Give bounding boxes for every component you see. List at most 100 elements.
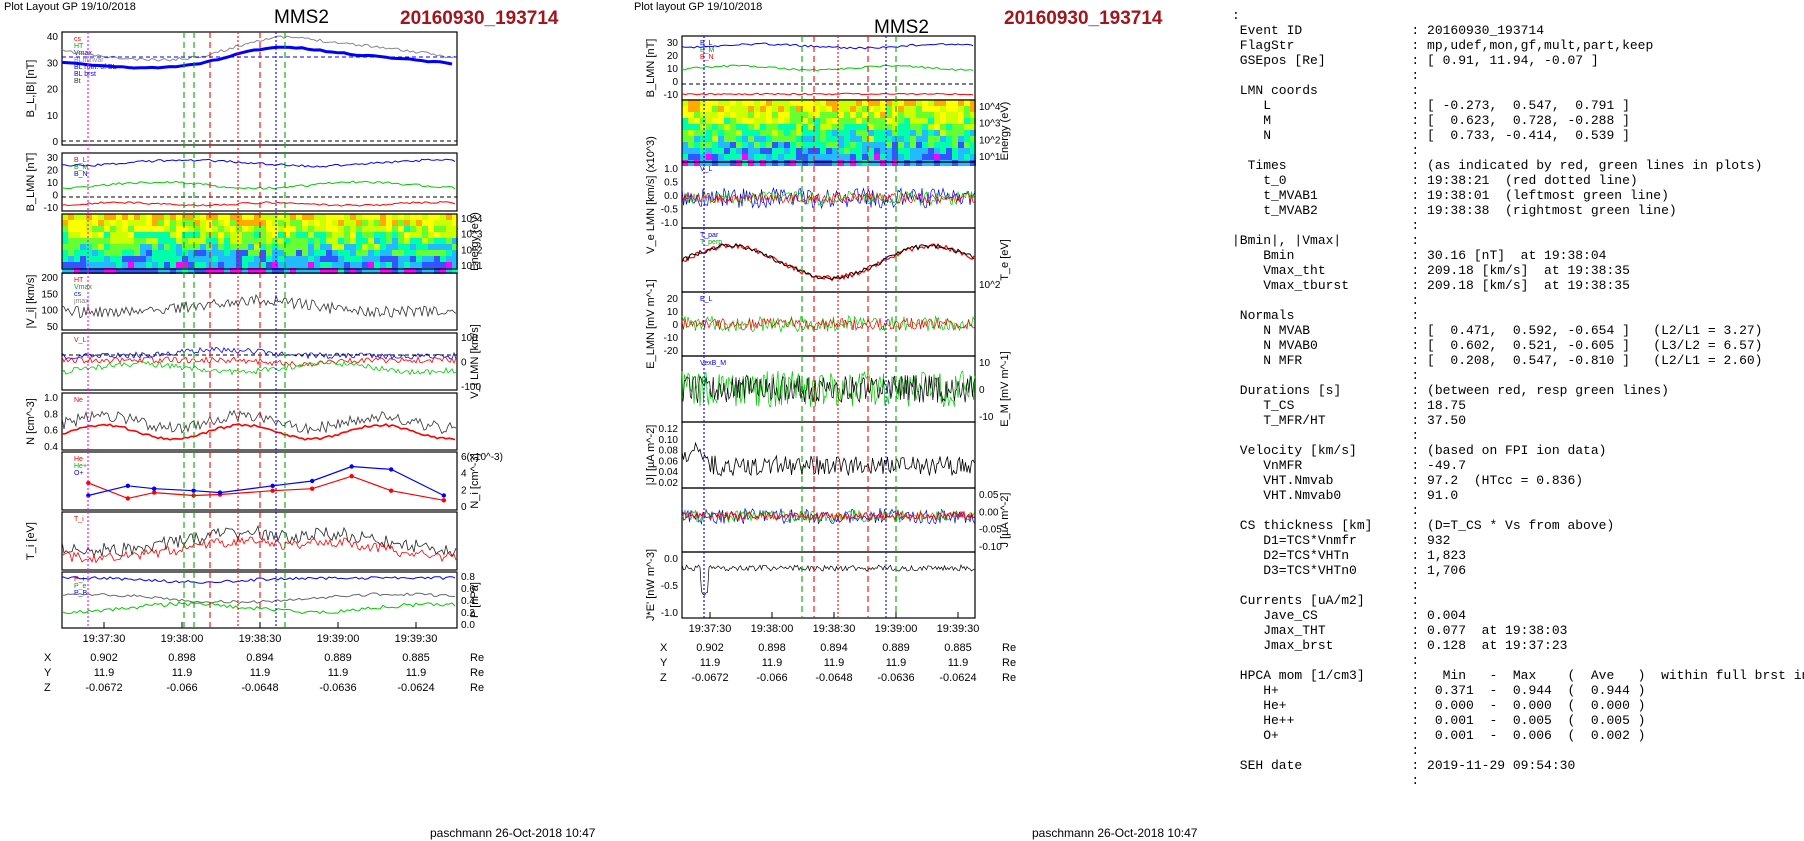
y-tick-label: -10	[664, 90, 679, 101]
y-axis-label: |V_i| [km/s]	[25, 274, 37, 328]
legend-entry: Bt	[74, 78, 81, 85]
y-axis-label-right: J [µA m^-2]	[999, 493, 1011, 548]
position-row-label: Z	[660, 672, 667, 684]
y-axis-label: |J| [µA m^-2]	[645, 425, 657, 486]
position-unit: Re	[470, 667, 484, 679]
position-value: -0.0648	[815, 672, 852, 684]
position-row-label: Y	[44, 667, 52, 679]
data-point	[388, 488, 394, 493]
y-tick-label: 0.04	[659, 467, 679, 478]
y-tick-label: 10^2	[979, 280, 1001, 291]
x-tick-label: 19:38:00	[751, 623, 794, 635]
series-ti-perp	[61, 535, 457, 564]
legend-entry: P_i	[74, 576, 85, 583]
y-tick-label: 10	[47, 111, 59, 122]
series-ven	[681, 192, 975, 204]
series-ti-par	[61, 524, 457, 558]
y-axis-label: B_L,|B| [nT]	[25, 60, 37, 118]
subpanel-frame	[681, 227, 976, 293]
data-point	[151, 486, 157, 491]
y-axis-label: B_LMN [nT]	[25, 153, 37, 212]
y-axis-label-right: E_M [mV m^-1]	[999, 351, 1011, 426]
series-jmag	[681, 441, 975, 477]
data-point	[349, 473, 354, 479]
data-point	[86, 493, 91, 498]
legend-entry: T_perp	[700, 239, 722, 246]
legend-entry: Ne	[74, 397, 83, 404]
y-tick-label: 10^1	[461, 261, 483, 272]
left-header: Plot Layout GP 19/10/2018	[4, 1, 136, 13]
position-value: 0.885	[944, 642, 972, 654]
x-tick-label: 19:39:30	[395, 633, 438, 645]
legend-entry: V_L	[74, 337, 87, 344]
y-tick-label: 1.0	[44, 393, 58, 404]
legend-entry: B_L	[700, 40, 713, 47]
legend-entry: Vmax	[74, 284, 92, 291]
left-footer: paschmann 26-Oct-2018 10:47	[430, 826, 596, 840]
position-value: 11.9	[94, 667, 115, 679]
legend-entry: B_M	[700, 47, 715, 54]
position-row-label: Z	[44, 682, 51, 694]
y-tick-label: 1.0	[664, 164, 678, 175]
position-row-label: Y	[660, 657, 668, 669]
y-axis-label-right: Energy (eV)	[469, 212, 481, 271]
legend-entry: BLminvar	[74, 57, 104, 64]
position-value: 11.9	[406, 667, 427, 679]
position-value: -0.0624	[397, 682, 434, 694]
y-tick-label: -10	[44, 203, 59, 214]
legend-entry: B_N	[74, 171, 88, 178]
data-point	[309, 486, 315, 491]
data-point	[441, 498, 447, 503]
data-point	[125, 483, 131, 489]
series-bl	[681, 42, 974, 50]
y-tick-label: 10^4	[461, 214, 483, 225]
series-em-meas	[681, 374, 976, 403]
x-tick-label: 19:38:00	[161, 633, 204, 645]
y-tick-label: 100	[461, 333, 478, 344]
y-tick-label: 0	[461, 358, 467, 369]
left-event-id: 20160930_193714	[400, 8, 559, 29]
y-tick-label: 0.02	[659, 478, 679, 489]
series-vi	[61, 293, 457, 319]
right-footer: paschmann 26-Oct-2018 10:47	[1032, 826, 1198, 840]
series-pt	[61, 576, 456, 584]
y-tick-label: 10^1	[979, 152, 1001, 163]
y-axis-label: E_LMN [mV m^-1]	[645, 279, 657, 369]
y-tick-label: -0.05	[979, 525, 1002, 536]
y-tick-label: 0	[52, 137, 58, 148]
y-tick-label: 10	[667, 307, 679, 318]
series-te-perp	[681, 243, 975, 281]
series-bm	[61, 180, 456, 190]
y-tick-label: 50	[47, 322, 59, 333]
y-tick-label: 2	[461, 485, 467, 496]
position-value: -0.0648	[241, 682, 278, 694]
event-summary: : Event ID : 20160930_193714 FlagStr : m…	[1232, 8, 1804, 788]
series-ne	[61, 409, 457, 435]
legend-entry: T_i	[74, 516, 84, 523]
y-tick-label: 10^3	[461, 230, 483, 241]
position-value: 11.9	[250, 667, 271, 679]
y-tick-label: 10^2	[461, 245, 483, 256]
y-tick-label: 0	[461, 502, 467, 513]
y-axis-label: T_i [eV]	[25, 522, 37, 560]
x-tick-label: 19:37:30	[83, 633, 126, 645]
y-axis-label: B_LMN [nT]	[645, 39, 657, 98]
legend-entry: jmax	[73, 298, 89, 305]
data-point	[270, 488, 275, 493]
y-tick-label: 10^4	[979, 102, 1001, 113]
y-tick-label: 0.4	[44, 442, 58, 453]
y-tick-label: 10	[667, 64, 679, 75]
position-unit: Re	[470, 682, 484, 694]
y-tick-label: 0.0	[664, 554, 678, 565]
series-vel	[681, 186, 975, 210]
data-point	[217, 490, 223, 495]
y-axis-label: J*E' [nW m^-3]	[645, 549, 657, 621]
y-tick-label: -0.5	[661, 581, 679, 592]
legend-entry: BL brst	[74, 71, 96, 78]
position-row-label: X	[660, 642, 668, 654]
legend-entry: HT	[74, 43, 84, 50]
data-point	[191, 488, 196, 493]
right-header: Plot layout GP 19/10/2018	[634, 1, 763, 13]
y-tick-label: 0.0	[461, 620, 475, 631]
y-tick-label: 10	[47, 178, 59, 189]
